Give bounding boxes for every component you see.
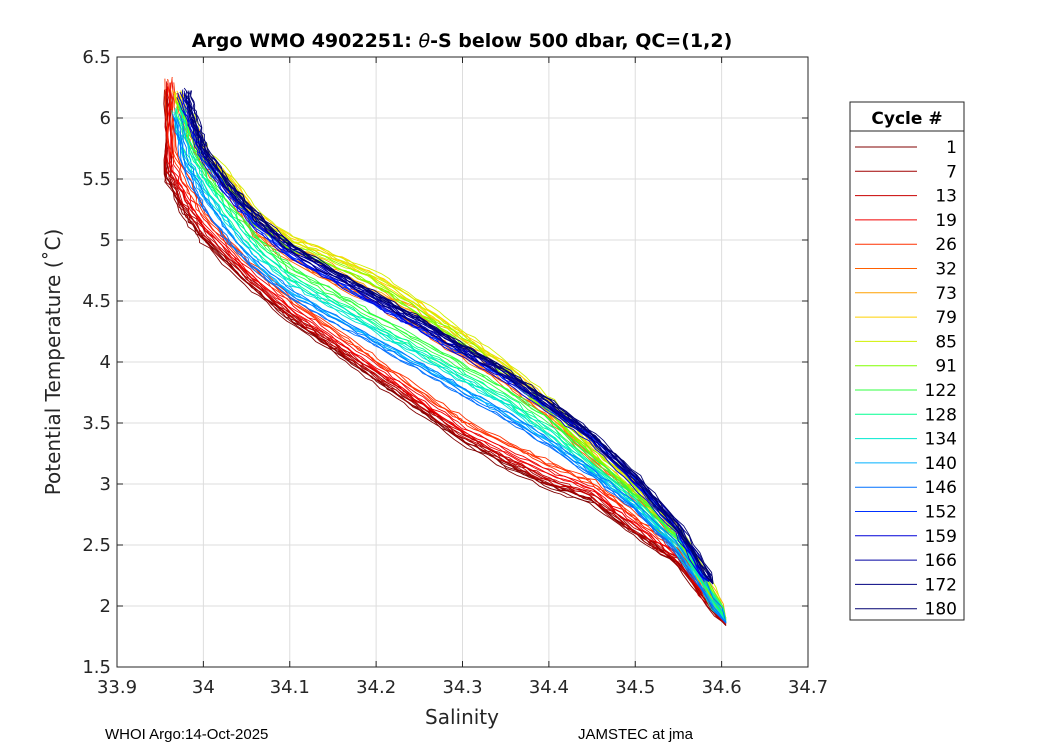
legend-label-1: 1 [946,138,957,158]
x-tick-label: 33.9 [97,677,137,698]
chart-title-suffix: -S below 500 dbar, QC=(1,2) [430,30,732,52]
series-line-122 [178,101,727,621]
legend-box [849,101,965,621]
y-axis-ticks: 1.5 2 2.5 3 3.5 4 4.5 5 5.5 6 6.5 [82,47,808,678]
series-line-140 [176,117,727,624]
legend-label-134: 134 [925,430,957,450]
series-line-134 [181,109,727,623]
legend-label-32: 32 [935,260,957,280]
series-line-180 [190,90,714,583]
series-line-13 [164,81,727,625]
chart-title-theta: θ [418,30,430,52]
chart-title-prefix: Argo WMO 4902251: [192,30,419,52]
y-tick-label: 5.5 [82,169,111,190]
footer-right: JAMSTEC at jma [578,726,694,743]
series-line-159 [176,97,709,582]
series-line-1 [164,96,727,626]
y-tick-label: 3.5 [82,413,111,434]
series-line-7 [163,89,727,625]
series-line-180 [185,90,714,583]
footer-left: WHOI Argo:14-Oct-2025 [105,726,269,743]
legend-items: 1 7 13 19 26 32 73 79 85 91 122 128 134 140 146 152 159 1… [855,138,957,620]
series-146 [172,113,727,624]
legend-label-13: 13 [935,187,957,207]
legend-label-146: 146 [925,478,957,498]
series-line-146 [178,113,727,624]
legend-label-166: 166 [925,551,957,571]
x-tick-label: 34.3 [442,677,482,698]
x-axis-ticks: 33.9 34 34.1 34.2 34.3 34.4 34.5 34.6 34.7 [97,57,828,698]
series-line-13 [164,85,727,625]
series-19 [166,78,727,624]
legend-label-91: 91 [935,357,957,377]
y-tick-label: 4 [100,352,111,373]
legend-label-159: 159 [925,527,957,547]
x-tick-label: 34 [192,677,215,698]
x-tick-label: 34.6 [702,677,742,698]
series-180 [185,90,714,584]
series-line-19 [170,78,727,624]
legend: Cycle # 1 7 13 19 26 32 73 79 85 91 122 128 134 140 14… [849,101,965,621]
y-tick-label: 2.5 [82,535,111,556]
x-tick-label: 34.4 [529,677,569,698]
legend-label-26: 26 [935,235,957,255]
y-tick-label: 6 [100,108,111,129]
series-line-26 [164,78,727,624]
legend-label-172: 172 [925,575,957,595]
legend-label-152: 152 [925,503,957,523]
x-tick-label: 34.7 [788,677,828,698]
legend-label-73: 73 [935,284,957,304]
x-tick-label: 34.5 [615,677,655,698]
series-line-128 [181,104,727,622]
legend-label-85: 85 [935,332,957,352]
y-tick-label: 4.5 [82,291,111,312]
y-tick-label: 6.5 [82,47,111,68]
series-line-140 [182,118,727,624]
chart-title: Argo WMO 4902251: θ-S below 500 dbar, QC… [192,30,733,52]
x-tick-label: 34.1 [270,677,310,698]
series-line-180 [187,90,714,584]
legend-label-19: 19 [935,211,957,231]
series-line-26 [173,82,727,624]
legend-label-79: 79 [935,308,957,328]
series-line-128 [178,109,727,623]
x-tick-label: 34.2 [356,677,396,698]
y-tick-label: 3 [100,474,111,495]
y-tick-label: 1.5 [82,657,111,678]
series-line-146 [172,113,727,624]
series-line-180 [185,95,714,584]
series-line-85 [180,91,727,619]
legend-label-7: 7 [946,162,957,182]
legend-label-122: 122 [925,381,957,401]
x-axis-label: Salinity [425,705,499,729]
y-tick-label: 2 [100,596,111,617]
legend-label-128: 128 [925,405,957,425]
series-line-19 [166,83,727,624]
y-tick-label: 5 [100,230,111,251]
legend-label-180: 180 [925,600,957,620]
y-axis-label: Potential Temperature (˚C) [41,229,65,496]
legend-label-140: 140 [925,454,957,474]
legend-title: Cycle # [871,109,942,129]
series-layer [163,76,727,626]
series-line-85 [179,96,727,619]
